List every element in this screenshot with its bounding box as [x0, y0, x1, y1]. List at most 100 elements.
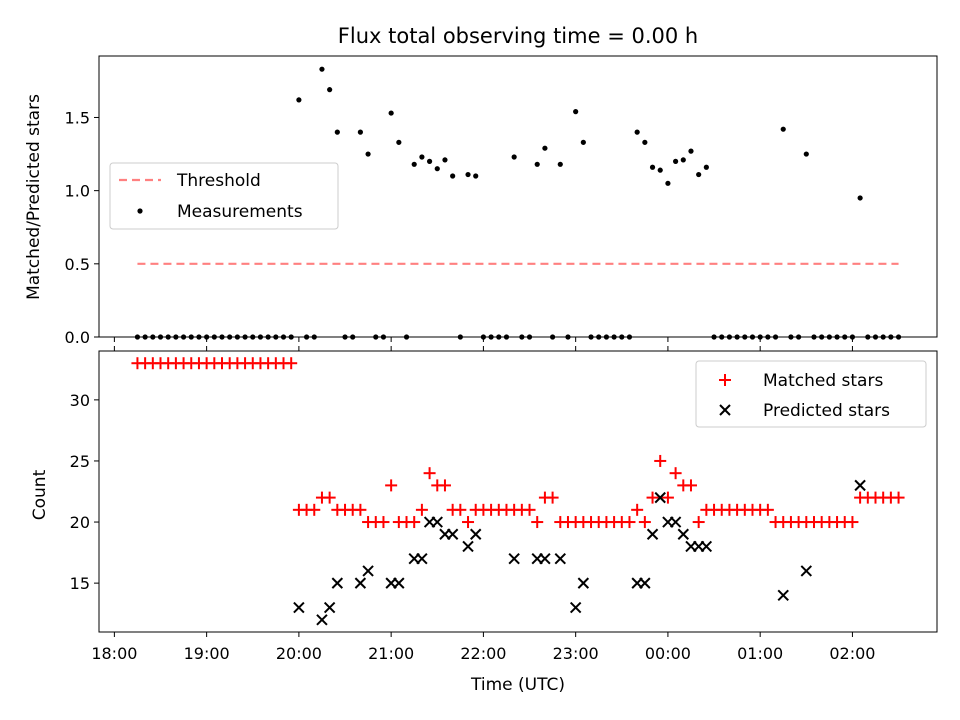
- x-tick-label: 02:00: [829, 644, 875, 663]
- measurement-point: [857, 195, 863, 201]
- bottom-axes: 15 20 25 30 18:00 19:00 20:00 21:00 22:00 23:00 00…: [70, 346, 875, 663]
- predicted-star-stroke: [700, 540, 713, 553]
- measurement-point: [426, 158, 433, 164]
- measurement-point: [680, 157, 686, 163]
- predicted-star-point: [446, 528, 459, 540]
- matched-star-point: [354, 503, 367, 516]
- predicted-star-point: [393, 577, 405, 589]
- predicted-star-point: [293, 601, 305, 614]
- measurement-point: [388, 110, 394, 116]
- matched-star-point: [761, 503, 774, 516]
- matched-star-point: [423, 467, 436, 480]
- bottom-series: [131, 357, 905, 626]
- x-tick-label: 21:00: [368, 644, 414, 663]
- predicted-star-stroke: [677, 528, 690, 540]
- matched-star-point: [692, 516, 705, 529]
- measurement-point: [465, 171, 471, 178]
- predicted-star-stroke: [323, 601, 336, 614]
- predicted-star-stroke: [462, 540, 474, 553]
- chart-title: Flux total observing time = 0.00 h: [338, 24, 698, 48]
- measurement-point: [511, 154, 517, 160]
- predicted-star-stroke: [416, 552, 428, 565]
- predicted-star-stroke: [669, 516, 682, 528]
- predicted-star-stroke: [293, 601, 305, 614]
- measurement-point: [573, 109, 579, 115]
- predicted-star-point: [354, 577, 367, 589]
- measurement-point: [365, 151, 371, 157]
- top-axes-frame: [98, 55, 938, 338]
- top-y-tick-label: 0.0: [65, 328, 90, 347]
- x-axis-label: Time (UTC): [470, 675, 565, 695]
- measurement-point: [334, 129, 340, 135]
- predicted-star-stroke: [554, 552, 566, 565]
- predicted-star-point: [323, 601, 336, 614]
- measurement-point: [319, 66, 325, 72]
- bottom-axes-frame: [98, 350, 938, 633]
- predicted-stars-legend-swatch: [719, 404, 731, 416]
- measurement-point: [327, 87, 333, 93]
- matched-star-point: [523, 503, 536, 516]
- predicted-star-stroke: [577, 577, 590, 589]
- matched-star-point: [846, 516, 859, 529]
- predicted-star-stroke: [646, 528, 659, 540]
- x-tick-label: 19:00: [184, 644, 230, 663]
- predicted-star-point: [669, 516, 682, 528]
- predicted-star-point: [577, 577, 590, 589]
- predicted-star-stroke: [431, 516, 443, 528]
- bottom-legend: Matched stars Predicted stars: [695, 360, 927, 428]
- measurements-legend-swatch: [137, 208, 143, 214]
- predicted-star-point: [554, 552, 566, 565]
- predicted-star-stroke: [639, 577, 651, 589]
- matched-star-point: [631, 503, 644, 516]
- matched-star-point: [531, 516, 544, 529]
- matched-star-point: [684, 479, 697, 492]
- measurement-point: [703, 164, 709, 170]
- measurement-point: [688, 148, 694, 154]
- predicted-star-point: [362, 565, 374, 577]
- predicted-star-point: [654, 491, 666, 504]
- top-y-tick-label: 1.5: [65, 108, 90, 127]
- matched-star-point: [462, 516, 475, 529]
- measurement-point: [534, 161, 540, 167]
- measurement-point: [450, 173, 456, 179]
- matched-star-point: [661, 491, 674, 504]
- matched-star-point: [669, 467, 682, 480]
- predicted-star-point: [800, 565, 813, 577]
- measurement-point: [634, 129, 640, 135]
- measurement-point: [473, 173, 479, 179]
- measurement-point: [411, 161, 417, 167]
- measurement-point: [357, 129, 363, 135]
- predicted-star-stroke: [331, 577, 344, 589]
- measurement-point: [557, 161, 563, 167]
- predicted-star-point: [646, 528, 659, 540]
- matched-star-point: [623, 516, 636, 529]
- top-legend: Threshold Measurements: [109, 162, 339, 230]
- x-tick-label: 18:00: [91, 644, 137, 663]
- x-tick-label: 20:00: [276, 644, 322, 663]
- top-legend-box: [109, 162, 339, 230]
- measurement-point: [542, 145, 548, 151]
- predicted-star-point: [316, 614, 328, 626]
- bottom-legend-box: [695, 360, 927, 428]
- predicted-star-point: [677, 528, 690, 540]
- bottom-y-tick-label: 15: [70, 574, 90, 593]
- measurement-point: [803, 151, 809, 157]
- predicted-star-stroke: [854, 479, 866, 492]
- predicted-star-point: [539, 552, 551, 565]
- measurement-point: [665, 180, 671, 186]
- predicted-star-point: [416, 552, 428, 565]
- matched-star-point: [638, 516, 651, 529]
- predicted-star-stroke: [654, 491, 666, 504]
- measurement-point: [657, 167, 663, 173]
- predicted-star-point: [777, 589, 789, 602]
- matched-star-point: [646, 491, 659, 504]
- measurement-point: [396, 139, 402, 145]
- predicted-star-point: [854, 479, 866, 492]
- measurement-point: [696, 171, 702, 178]
- bottom-y-tick-label: 25: [70, 452, 90, 471]
- measurement-point: [442, 157, 448, 163]
- predicted-star-stroke: [446, 528, 459, 540]
- measurement-point: [419, 154, 425, 160]
- measurement-point: [434, 166, 440, 172]
